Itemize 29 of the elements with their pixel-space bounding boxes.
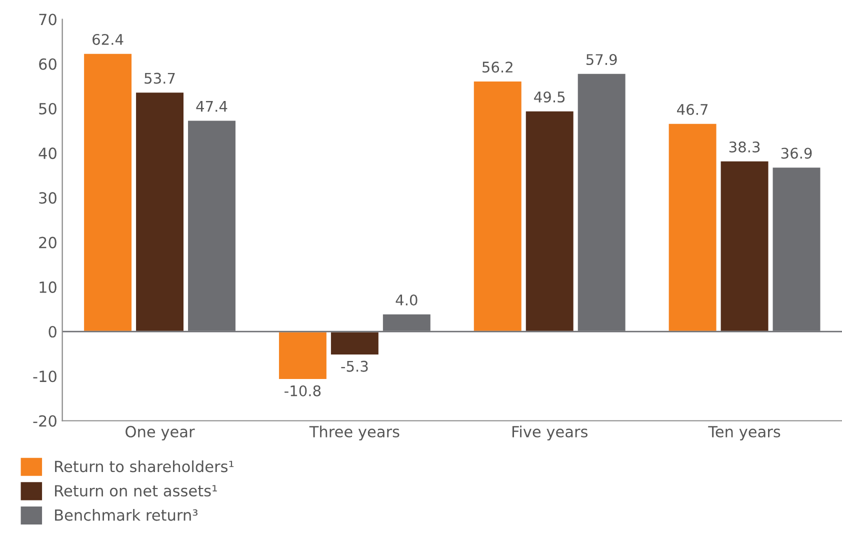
legend-label: Benchmark return³ — [55, 509, 198, 521]
y-tick-label: 10 — [40, 281, 56, 293]
y-tick-label: 40 — [38, 148, 56, 160]
x-tick-label: One year — [126, 426, 195, 440]
y-tick-label: 30 — [39, 192, 56, 204]
x-tick-label: Ten years — [708, 426, 780, 440]
y-tick-label: 50 — [39, 102, 56, 114]
data-label: 56.2 — [482, 62, 512, 73]
legend-label: Return to shareholders¹ — [55, 460, 234, 472]
data-label: -10.8 — [284, 385, 321, 396]
y-tick-label: 20 — [39, 236, 56, 248]
x-tick-label: Three years — [309, 426, 400, 440]
data-label: 53.7 — [144, 72, 175, 84]
data-label: 47.4 — [196, 101, 228, 112]
y-tick-label: -20 — [33, 415, 56, 427]
y-tick-label: 0 — [48, 326, 56, 338]
data-label: 38.3 — [729, 141, 760, 152]
data-label: 36.9 — [781, 148, 812, 159]
y-tick-label: 60 — [39, 58, 56, 70]
data-label: 46.7 — [677, 104, 708, 116]
y-tick-label: -10 — [33, 370, 56, 382]
data-label: 4.0 — [396, 294, 418, 306]
data-label: -5.3 — [341, 360, 368, 372]
data-label: 57.9 — [586, 54, 617, 66]
data-label: 62.4 — [92, 34, 124, 45]
data-label: 49.5 — [534, 91, 565, 103]
legend-label: Return on net assets¹ — [55, 485, 217, 497]
x-tick-label: Five years — [512, 426, 588, 440]
y-tick-label: 70 — [39, 14, 56, 26]
